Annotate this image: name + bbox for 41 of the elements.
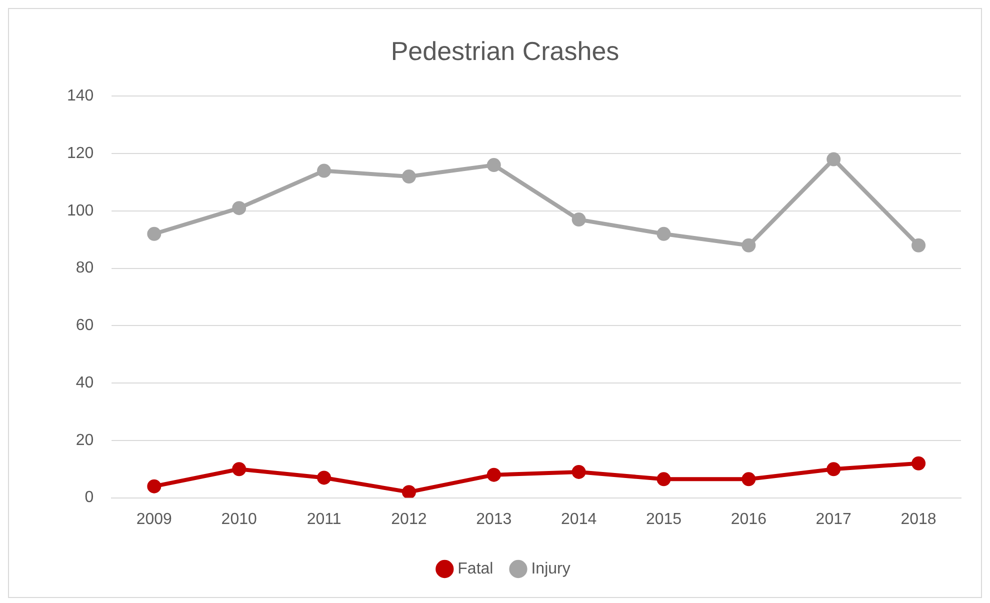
- point: [572, 212, 586, 227]
- point: [656, 226, 671, 241]
- y-tick-label: 0: [84, 489, 94, 506]
- point: [572, 464, 586, 479]
- y-tick-label: 140: [66, 88, 94, 105]
- point: [232, 462, 246, 476]
- x-tick-label: 2011: [306, 510, 342, 528]
- point: [402, 485, 416, 498]
- point: [486, 468, 501, 482]
- x-tick-label: 2012: [391, 510, 427, 528]
- point: [147, 226, 162, 241]
- y-tick-label: 20: [76, 432, 94, 449]
- legend-label: Fatal: [458, 560, 494, 578]
- x-tick-label: 2014: [561, 510, 597, 528]
- point: [912, 238, 926, 252]
- x-tick-label: 2009: [136, 510, 172, 528]
- point: [402, 170, 416, 184]
- point: [742, 238, 756, 252]
- point: [317, 164, 332, 178]
- point: [147, 479, 162, 494]
- y-tick-label: 120: [66, 144, 94, 162]
- point: [742, 472, 756, 486]
- x-tick-label: 2018: [900, 510, 936, 528]
- x-tick-label: 2013: [476, 510, 512, 528]
- point: [656, 472, 671, 486]
- point: [486, 158, 501, 172]
- chart-title: Pedestrian Crashes: [390, 36, 620, 66]
- point: [317, 470, 332, 485]
- x-tick-label: 2015: [646, 510, 682, 528]
- x-tick-label: 2010: [221, 510, 257, 528]
- legend-label: Injury: [531, 560, 570, 578]
- point: [826, 152, 841, 166]
- point: [232, 201, 246, 216]
- point: [826, 462, 841, 476]
- y-tick-label: 100: [66, 202, 94, 220]
- x-tick-label: 2017: [816, 510, 852, 528]
- point: [912, 456, 926, 470]
- x-tick-label: 2016: [730, 510, 767, 528]
- y-tick-label: 60: [76, 317, 94, 334]
- y-tick-label: 40: [76, 374, 94, 392]
- y-tick-label: 80: [76, 260, 94, 277]
